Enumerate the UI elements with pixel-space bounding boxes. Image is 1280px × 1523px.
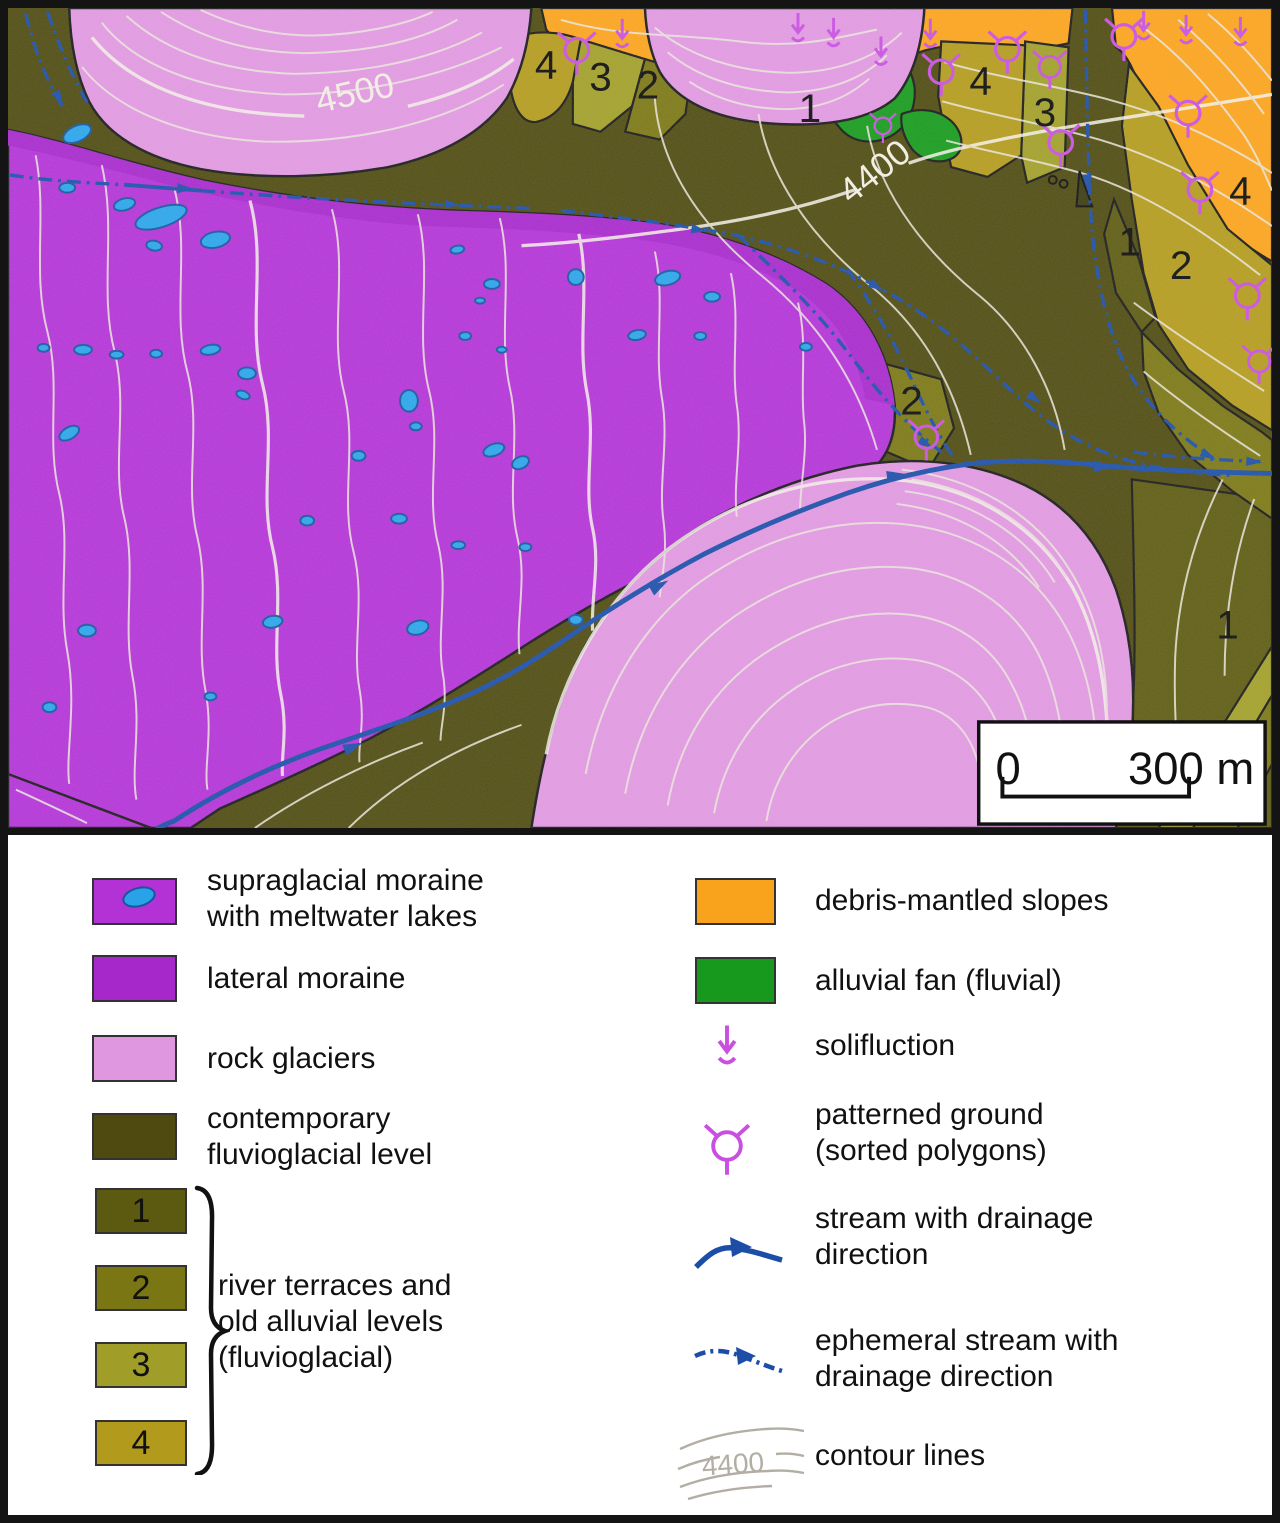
legend-swatch-lateral [92, 955, 177, 1002]
legend-label-supraglacial: supraglacial moraine with meltwater lake… [207, 864, 484, 933]
legend-label-debris: debris-mantled slopes [815, 884, 1109, 917]
legend-swatch-debris [695, 878, 776, 925]
legend-label-lateral: lateral moraine [207, 962, 406, 995]
legend-label-stream: stream with drainage direction [815, 1202, 1094, 1271]
map-legend-divider [8, 828, 1272, 835]
terrace-swatch-number: 4 [131, 1423, 151, 1462]
map-texture [8, 8, 1272, 828]
legend-swatch-terrace-4: 4 [95, 1420, 187, 1466]
scale-bar-bracket [1000, 776, 1192, 799]
terrace-swatch-number: 1 [131, 1191, 151, 1230]
ephemeral-stream-icon [694, 1347, 783, 1374]
scale-bar-zero: 0 [995, 743, 1020, 794]
map-panel: 4 3 2 1 4 3 4 1 2 2 1 4500 4400 0 300 m [8, 8, 1272, 828]
legend-swatch-supraglacial [92, 878, 177, 925]
legend-label-patterned-ground: patterned ground (sorted polygons) [815, 1098, 1047, 1167]
map-canvas: 4 3 2 1 4 3 4 1 2 2 1 4500 4400 0 300 m [8, 8, 1272, 828]
patterned-ground-icon [703, 1123, 751, 1175]
terrace-swatch-number: 2 [131, 1268, 151, 1307]
meltwater-lake-sample [122, 886, 156, 908]
terrace-swatch-number: 3 [131, 1345, 151, 1384]
legend-swatch-terrace-1: 1 [95, 1188, 187, 1234]
scale-bar-distance: 300 m [1128, 743, 1254, 794]
legend-label-rock-glaciers: rock glaciers [207, 1042, 376, 1075]
legend-swatch-contemporary [92, 1113, 177, 1160]
contour-lines-icon: 4400 [677, 1427, 805, 1501]
solifluction-icon [717, 1025, 737, 1065]
legend-label-solifluction: solifluction [815, 1029, 956, 1062]
contour-sample-value: 4400 [701, 1446, 765, 1481]
legend-label-terraces: river terraces and old alluvial levels (… [218, 1269, 452, 1374]
stream-icon [694, 1237, 783, 1269]
legend-swatch-rock-glaciers [92, 1035, 177, 1082]
legend-swatch-terrace-3: 3 [95, 1342, 187, 1388]
legend-label-contemporary: contemporary fluvioglacial level [207, 1102, 433, 1171]
terraces-brace [194, 1185, 230, 1475]
legend-swatch-alluvial-fan [695, 957, 776, 1004]
scale-bar: 0 300 m [976, 720, 1267, 826]
legend-label-contour-lines: contour lines [815, 1439, 986, 1472]
legend-label-ephemeral-stream: ephemeral stream with drainage direction [815, 1324, 1119, 1393]
legend-panel: supraglacial moraine with meltwater lake… [8, 835, 1272, 1515]
legend-swatch-terrace-2: 2 [95, 1265, 187, 1311]
legend-label-alluvial-fan: alluvial fan (fluvial) [815, 964, 1062, 997]
